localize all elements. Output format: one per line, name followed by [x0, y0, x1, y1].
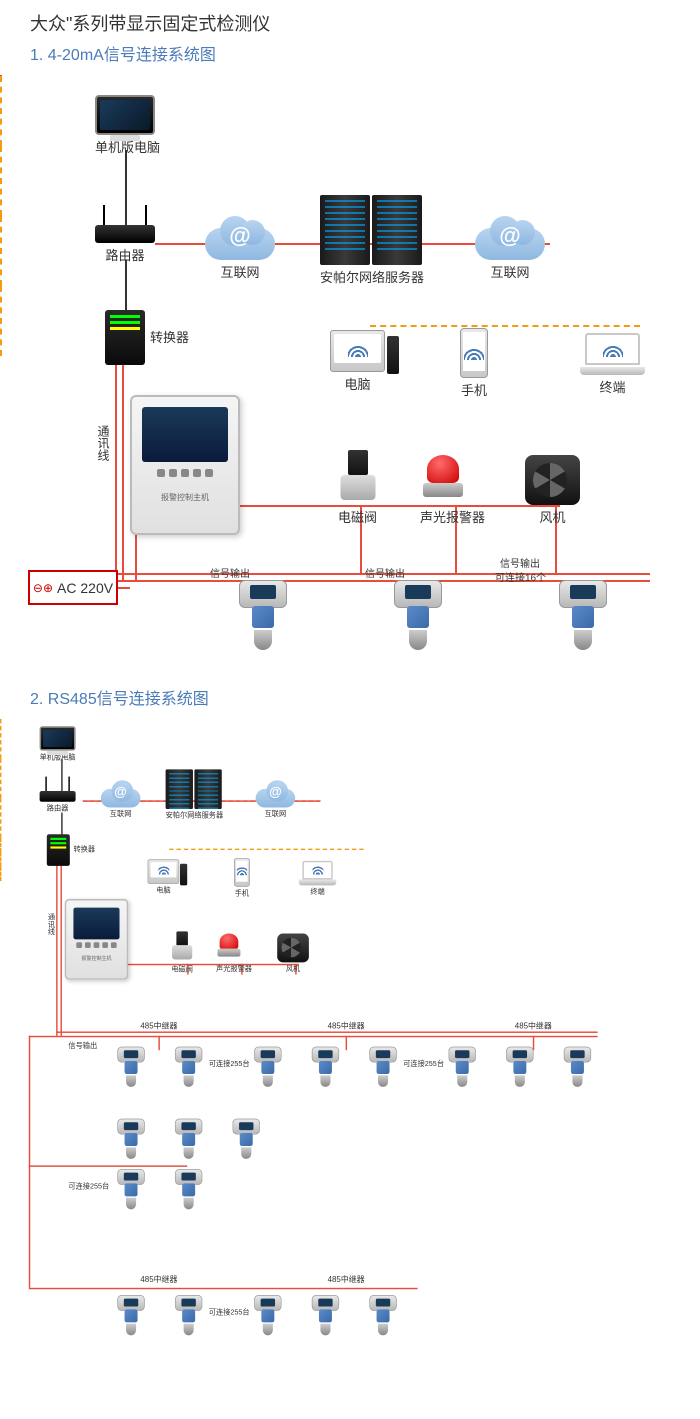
alarm-label: 声光报警器 — [420, 507, 485, 526]
server-icon — [372, 195, 422, 265]
connect255-label: 可连接255台 — [68, 1180, 109, 1191]
detector-icon — [367, 1295, 399, 1335]
fan-label: 风机 — [277, 962, 309, 973]
router-icon — [40, 791, 76, 802]
detector-icon — [115, 1295, 147, 1335]
detector-icon — [555, 580, 610, 650]
valve-label: 电磁阀 — [335, 507, 380, 526]
terminal-label: 终端 — [580, 377, 645, 396]
internet1-icon: @ — [205, 215, 275, 260]
detector-icon — [446, 1047, 478, 1087]
pc-icon — [148, 859, 180, 883]
standalone-pc-icon — [95, 95, 155, 135]
converter-icon — [47, 834, 70, 866]
phone-icon — [460, 328, 488, 378]
alarm-label: 声光报警器 — [216, 962, 252, 973]
server-icon — [194, 769, 221, 809]
internet2-label: 互联网 — [256, 808, 296, 819]
router-label: 路由器 — [95, 245, 155, 264]
connect255-label: 可连接255台 — [209, 1306, 250, 1317]
valve-icon — [335, 450, 380, 505]
valve-label: 电磁阀 — [169, 963, 195, 974]
internet1-label: 互联网 — [205, 262, 275, 281]
section2-heading: 2. RS485信号连接系统图 — [0, 685, 700, 719]
sigout-label: 信号输出 — [68, 1039, 97, 1050]
repeater-label: 485中继器 — [140, 1020, 177, 1032]
fan-label: 风机 — [525, 507, 580, 526]
alarm-icon — [216, 934, 242, 963]
sigout-label: 信号输出 — [500, 555, 540, 570]
terminal-label: 终端 — [299, 885, 336, 896]
repeater-label: 485中继器 — [140, 1273, 177, 1285]
power-box: ⊖⊕AC 220V — [28, 570, 118, 605]
laptop-icon — [299, 861, 336, 885]
commline-label: 通讯线 — [45, 913, 56, 935]
connect255-label: 可连接255台 — [403, 1057, 444, 1068]
repeater-label: 485中继器 — [328, 1273, 365, 1285]
detector-icon — [252, 1295, 284, 1335]
standalone-pc-icon — [40, 726, 76, 750]
server-icon — [320, 195, 370, 265]
pc-label: 电脑 — [330, 374, 385, 393]
pc-label: 电脑 — [148, 884, 180, 895]
detector-icon — [230, 1119, 262, 1159]
detector-icon — [504, 1047, 536, 1087]
detector-icon — [252, 1047, 284, 1087]
laptop-icon — [580, 333, 645, 375]
converter-label: 转换器 — [73, 843, 95, 854]
phone-icon — [234, 858, 250, 887]
pc-icon — [330, 330, 385, 372]
converter-icon — [105, 310, 145, 365]
internet2-icon: @ — [475, 215, 545, 260]
section1-heading: 1. 4-20mA信号连接系统图 — [0, 41, 700, 75]
repeater-label: 485中继器 — [515, 1020, 552, 1032]
internet2-label: 互联网 — [475, 262, 545, 281]
phone-label: 手机 — [234, 887, 250, 898]
detector-icon — [367, 1047, 399, 1087]
converter-label: 转换器 — [150, 327, 189, 346]
router-label: 路由器 — [40, 802, 76, 813]
repeater-label: 485中继器 — [328, 1020, 365, 1032]
server-icon — [166, 769, 193, 809]
router-icon — [95, 225, 155, 243]
fan-icon — [525, 455, 580, 505]
detector-icon — [310, 1295, 342, 1335]
detector-icon — [235, 580, 290, 650]
detector-icon — [562, 1047, 594, 1087]
detector-icon — [310, 1047, 342, 1087]
detector-icon — [115, 1119, 147, 1159]
detector-icon — [115, 1047, 147, 1087]
detector-icon — [390, 580, 445, 650]
internet1-label: 互联网 — [101, 808, 141, 819]
connect255-label: 可连接255台 — [209, 1057, 250, 1068]
detector-icon — [115, 1169, 147, 1209]
controller-icon: 报警控制主机 — [65, 899, 128, 980]
connect-n-label: 可连接16个 — [495, 569, 546, 584]
fan-icon — [277, 934, 309, 963]
server-label: 安帕尔网络服务器 — [166, 809, 224, 820]
detector-icon — [173, 1047, 205, 1087]
phone-label: 手机 — [460, 380, 488, 399]
internet1-icon: @ — [101, 780, 141, 807]
alarm-icon — [420, 455, 465, 505]
detector-icon — [173, 1169, 205, 1209]
diagram-rs485: 单机版电脑 路由器 @ 互联网 安帕尔网络服务器 @ 互联网 转换器 通讯线 电… — [0, 719, 700, 1419]
controller-icon: 报警控制主机 — [130, 395, 240, 535]
detector-icon — [173, 1119, 205, 1159]
sigout-label: 信号输出 — [210, 565, 250, 580]
internet2-icon: @ — [256, 780, 296, 807]
valve-icon — [169, 931, 195, 963]
commline-label: 通讯线 — [95, 425, 112, 461]
sigout-label: 信号输出 — [365, 565, 405, 580]
diagram-4-20ma: 单机版电脑 路由器 @ 互联网 安帕尔网络服务器 @ 互联网 转换器 通讯线 电… — [0, 75, 700, 675]
server-label: 安帕尔网络服务器 — [320, 267, 424, 286]
detector-icon — [173, 1295, 205, 1335]
page-title: 大众"系列带显示固定式检测仪 — [0, 0, 700, 41]
